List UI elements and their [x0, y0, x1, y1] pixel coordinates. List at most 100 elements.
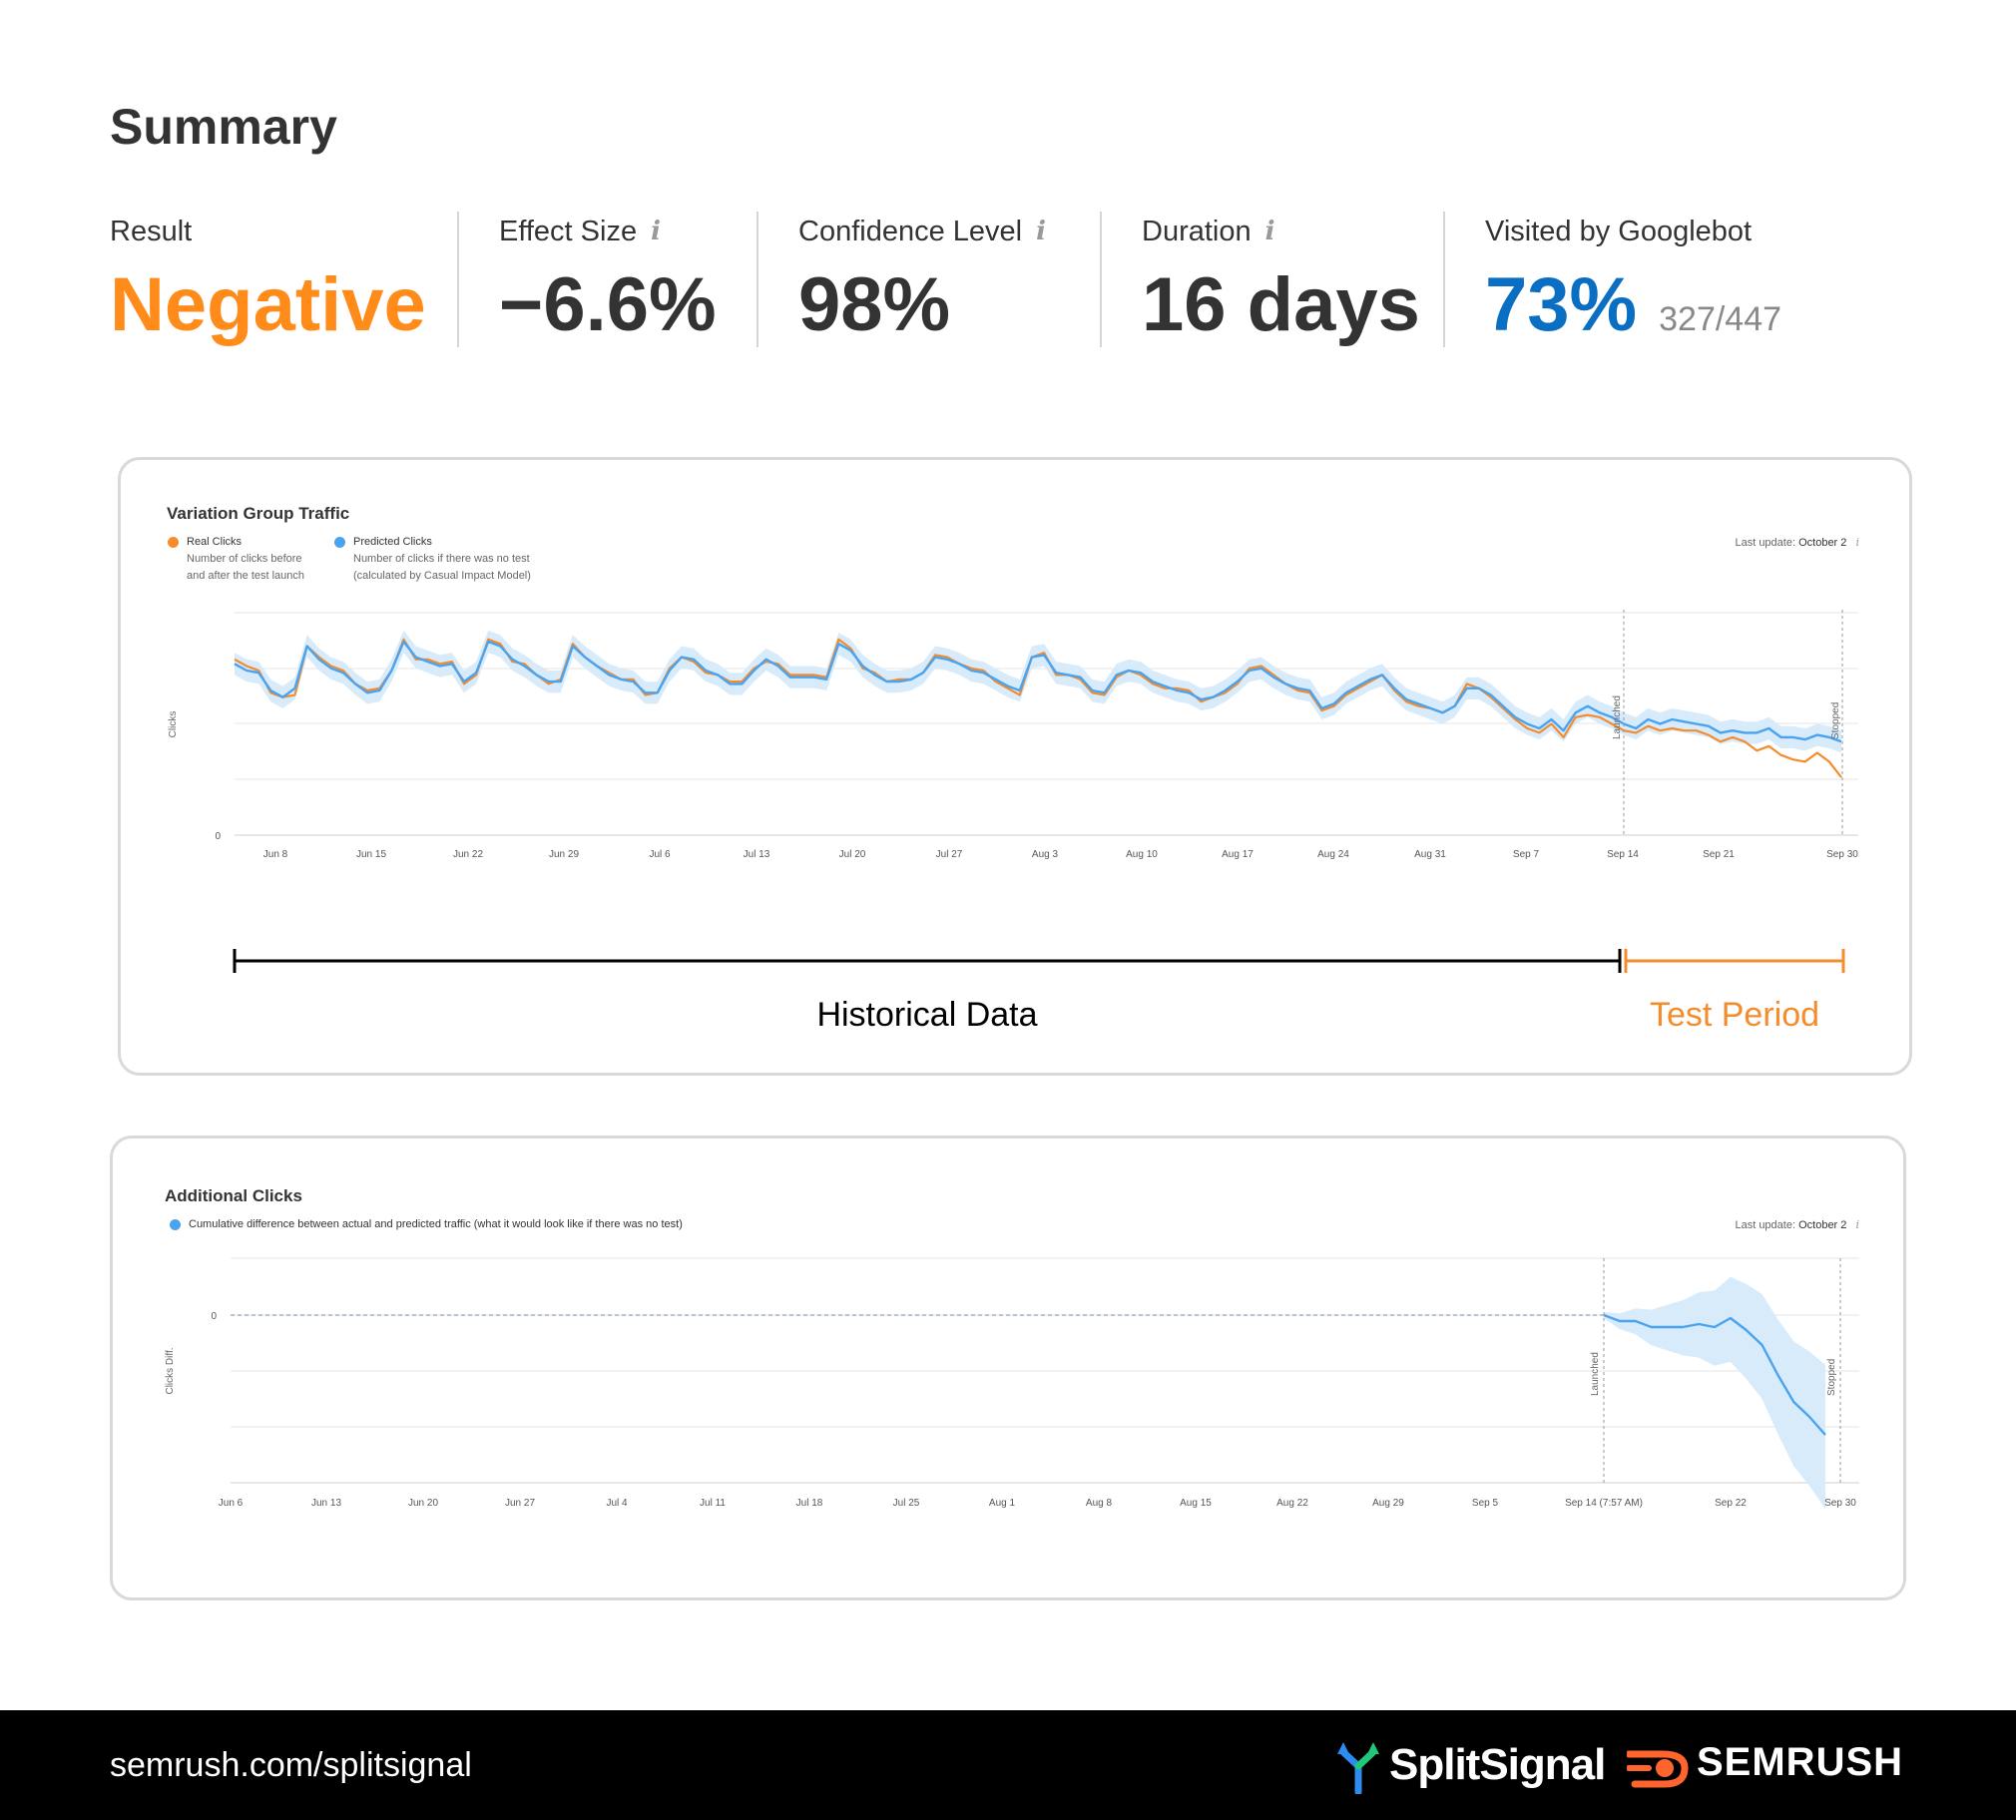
footer-url[interactable]: semrush.com/splitsignal — [110, 1746, 472, 1784]
divider — [756, 212, 758, 347]
x-tick-label: Jun 13 — [311, 1498, 341, 1509]
x-tick-label: Jun 22 — [453, 849, 483, 860]
x-tick-label: Jul 4 — [606, 1498, 628, 1509]
x-tick-label: Jul 6 — [649, 849, 671, 860]
metric-sub-value: 327/447 — [1659, 300, 1782, 338]
legend-dot-icon — [168, 537, 179, 548]
metric-label: Effect Size — [499, 215, 638, 247]
legend-real-clicks[interactable]: Real Clicks Number of clicks before and … — [168, 534, 305, 585]
legend-desc: Cumulative difference between actual and… — [189, 1218, 683, 1230]
x-tick-label: Sep 22 — [1715, 1498, 1747, 1509]
chart-title: Additional Clicks — [165, 1186, 302, 1205]
divider — [1100, 212, 1102, 347]
semrush-logo: SEMRUSH — [1697, 1740, 1904, 1784]
metric-effect-size: Effect Size i −6.6% — [499, 210, 717, 349]
launched-annotation: Launched — [1590, 1352, 1601, 1396]
x-tick-label: Aug 22 — [1276, 1498, 1308, 1509]
last-update: Last update: October 2 i — [1735, 1218, 1859, 1231]
historical-data-label: Historical Data — [816, 996, 1037, 1034]
x-tick-label: Sep 7 — [1513, 849, 1540, 860]
legend-cumulative-difference[interactable]: Cumulative difference between actual and… — [170, 1216, 683, 1233]
x-tick-label: Jun 6 — [219, 1498, 244, 1509]
metric-duration: Duration i 16 days — [1142, 210, 1420, 349]
series-line-predicted-clicks — [234, 640, 1842, 743]
x-tick-label: Jun 15 — [356, 849, 386, 860]
metric-label: Confidence Level — [798, 215, 1023, 247]
legend-predicted-clicks[interactable]: Predicted Clicks Number of clicks if the… — [334, 534, 531, 585]
x-tick-label: Jun 20 — [408, 1498, 438, 1509]
x-tick-label: Aug 8 — [1086, 1498, 1113, 1509]
info-icon[interactable]: i — [1264, 217, 1275, 246]
x-tick-label: Jul 27 — [936, 849, 963, 860]
y-axis-label: Clicks Diff. — [165, 1347, 176, 1394]
traffic-chart: 0 Clicks Launched Stopped Jun 8 Jun 15 Jun 22 J… — [168, 610, 1858, 1034]
x-tick-label: Aug 24 — [1317, 849, 1349, 860]
y-axis-label: Clicks — [168, 711, 179, 738]
metric-label: Visited by Googlebot — [1485, 215, 1753, 247]
last-update: Last update: October 2 i — [1735, 536, 1859, 549]
x-tick-label: Sep 14 (7:57 AM) — [1565, 1498, 1643, 1509]
x-tick-label: Aug 29 — [1372, 1498, 1404, 1509]
chart-title: Variation Group Traffic — [167, 504, 350, 523]
last-update-label: Last update: — [1735, 537, 1796, 549]
legend-desc: Number of clicks if there was no test — [353, 553, 530, 565]
info-icon[interactable]: i — [1036, 217, 1046, 246]
semrush-logo-icon — [1627, 1750, 1689, 1788]
legend-desc: and after the test launch — [187, 570, 305, 582]
metric-confidence-level: Confidence Level i 98% — [798, 210, 1046, 349]
x-tick-label: Sep 30 — [1824, 1498, 1856, 1509]
x-tick-label: Aug 15 — [1180, 1498, 1212, 1509]
x-tick-label: Jun 8 — [263, 849, 288, 860]
metric-label: Result — [110, 215, 193, 247]
legend-dot-icon — [334, 537, 345, 548]
x-tick-label: Jul 13 — [744, 849, 770, 860]
footer: semrush.com/splitsignal SplitSignal SEMR… — [0, 1710, 2016, 1820]
x-tick-label: Sep 21 — [1703, 849, 1735, 860]
launched-annotation: Launched — [1612, 695, 1623, 739]
splitsignal-logo-icon — [1337, 1742, 1379, 1794]
stopped-annotation: Stopped — [1830, 702, 1841, 739]
last-update-label: Last update: — [1735, 1219, 1796, 1231]
additional-clicks-chart: 0 Clicks Diff. Launched Stopped Jun 6 Jun 13 J… — [165, 1257, 1859, 1510]
metric-value: 98% — [798, 262, 951, 347]
traffic-card: Variation Group Traffic Real Clicks Numb… — [118, 457, 1912, 1076]
info-icon[interactable]: i — [651, 217, 661, 246]
x-tick-label: Jul 20 — [839, 849, 866, 860]
legend-desc: Number of clicks before — [187, 553, 302, 565]
legend-desc: (calculated by Casual Impact Model) — [353, 570, 531, 582]
info-icon[interactable]: i — [1855, 536, 1859, 549]
legend-name: Real Clicks — [187, 536, 243, 548]
x-tick-label: Aug 3 — [1032, 849, 1059, 860]
metric-value: Negative — [110, 262, 426, 347]
x-tick-label: Sep 5 — [1472, 1498, 1499, 1509]
metric-result: Result Negative — [110, 210, 426, 349]
x-tick-label: Jul 25 — [893, 1498, 920, 1509]
last-update-value: October 2 — [1798, 537, 1847, 549]
x-tick-label: Aug 17 — [1222, 849, 1254, 860]
test-period-label: Test Period — [1650, 996, 1819, 1034]
x-tick-label: Jun 29 — [549, 849, 579, 860]
x-tick-label: Aug 10 — [1126, 849, 1158, 860]
summary-metrics: Result Negative Effect Size i −6.6% Confi… — [110, 210, 1906, 349]
x-tick-label: Jul 18 — [796, 1498, 823, 1509]
metric-value: −6.6% — [499, 262, 717, 347]
confidence-band — [235, 630, 1841, 753]
info-icon[interactable]: i — [1855, 1218, 1859, 1231]
x-tick-label: Jun 27 — [505, 1498, 535, 1509]
metric-label: Duration — [1142, 215, 1252, 247]
confidence-band — [1604, 1276, 1825, 1510]
summary-title: Summary — [110, 99, 337, 155]
stopped-annotation: Stopped — [1826, 1359, 1837, 1396]
last-update-value: October 2 — [1798, 1219, 1847, 1231]
x-tick-label: Jul 11 — [700, 1498, 726, 1509]
splitsignal-logo: SplitSignal — [1389, 1740, 1606, 1789]
metric-value: 73% — [1485, 262, 1638, 347]
y-tick-label: 0 — [211, 1311, 217, 1322]
legend-dot-icon — [170, 1219, 181, 1230]
series-line-cumulative-difference — [1603, 1313, 1826, 1436]
x-tick-label: Aug 31 — [1414, 849, 1446, 860]
divider — [457, 212, 459, 347]
additional-clicks-card: Additional Clicks Cumulative difference … — [110, 1136, 1906, 1600]
x-tick-label: Sep 30 — [1826, 849, 1858, 860]
y-tick-label: 0 — [215, 831, 221, 842]
